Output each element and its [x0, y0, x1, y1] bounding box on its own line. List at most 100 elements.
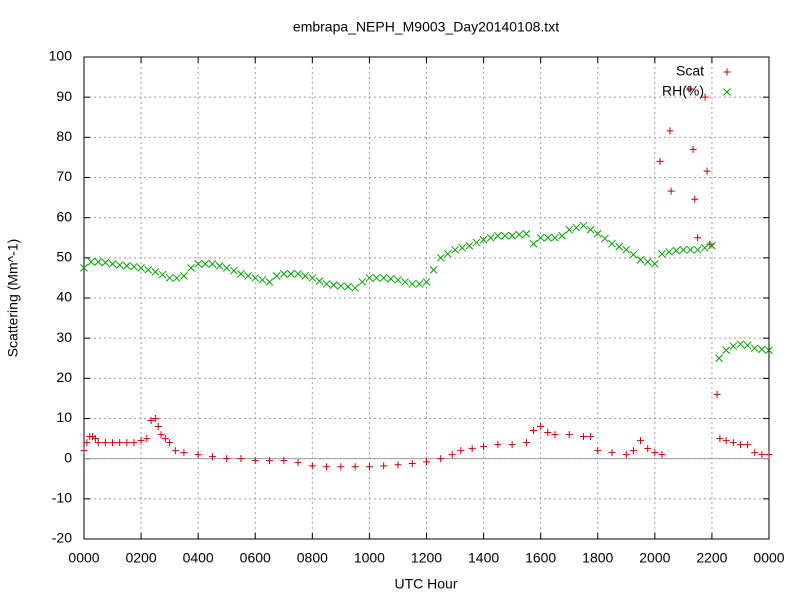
point	[672, 246, 681, 255]
x-tick-label: 0600	[240, 550, 271, 566]
point	[472, 238, 481, 247]
point	[415, 280, 424, 288]
x-tick-label: 2000	[639, 550, 670, 566]
x-tick-label: 1600	[525, 550, 556, 566]
y-axis-label: Scattering (Mm^-1)	[5, 239, 21, 358]
point	[151, 268, 160, 276]
point	[80, 264, 88, 272]
x-tick-label: 1000	[354, 550, 385, 566]
point	[130, 439, 138, 447]
point	[147, 417, 155, 425]
point	[161, 435, 169, 443]
point	[386, 274, 395, 283]
y-tick-label: -10	[52, 490, 72, 506]
point	[423, 458, 430, 466]
chart-title: embrapa_NEPH_M9003_Day20140108.txt	[293, 19, 559, 35]
legend-marker	[723, 88, 731, 96]
point	[194, 451, 202, 459]
point	[115, 261, 124, 269]
point	[515, 230, 524, 239]
point	[251, 274, 260, 282]
point	[308, 274, 317, 282]
legend-label: RH(%)	[662, 83, 704, 99]
point	[180, 449, 188, 457]
point	[543, 233, 552, 242]
point	[158, 270, 167, 279]
point	[208, 453, 216, 461]
point	[130, 262, 138, 271]
point	[394, 276, 402, 284]
point	[408, 459, 416, 467]
point	[143, 435, 151, 443]
point	[651, 449, 659, 457]
point	[608, 449, 616, 457]
point	[244, 272, 252, 280]
point	[637, 437, 645, 445]
point	[223, 455, 231, 463]
point	[715, 354, 723, 363]
point	[137, 264, 145, 272]
point	[151, 415, 159, 422]
point	[108, 260, 117, 268]
point	[694, 234, 702, 242]
point	[422, 278, 431, 286]
point	[686, 85, 694, 93]
point	[486, 233, 495, 242]
x-tick-label: 0200	[126, 550, 157, 566]
point	[451, 245, 459, 254]
point	[586, 225, 595, 234]
point	[94, 257, 103, 266]
point	[180, 272, 188, 280]
point	[237, 270, 245, 278]
point	[301, 272, 310, 280]
point	[736, 441, 744, 449]
legend-marker	[723, 68, 731, 76]
point	[265, 278, 274, 286]
point	[666, 127, 674, 135]
point	[708, 241, 716, 250]
point	[765, 346, 773, 355]
point	[116, 439, 124, 447]
point	[287, 270, 295, 278]
point	[83, 439, 91, 447]
point	[530, 427, 538, 435]
point	[522, 229, 531, 238]
point	[358, 278, 367, 286]
point	[636, 255, 645, 264]
x-tick-label: 0000	[68, 550, 99, 566]
point	[101, 439, 109, 447]
point	[587, 433, 595, 441]
point	[258, 276, 267, 284]
point	[215, 262, 224, 270]
point	[187, 264, 195, 272]
point	[551, 431, 559, 439]
point	[544, 429, 552, 437]
point	[457, 447, 465, 455]
point	[558, 231, 566, 240]
point	[658, 249, 666, 258]
point	[615, 242, 624, 251]
point	[401, 278, 409, 286]
point	[579, 433, 587, 441]
point	[743, 341, 752, 350]
point	[165, 274, 174, 282]
point	[667, 187, 675, 195]
point	[572, 223, 581, 232]
point	[308, 462, 316, 470]
point	[750, 344, 759, 353]
x-tick-label: 2200	[696, 550, 727, 566]
point	[201, 260, 210, 268]
point	[751, 449, 759, 457]
y-tick-label: 10	[56, 409, 72, 425]
point	[80, 447, 88, 455]
point	[351, 463, 359, 471]
point	[594, 447, 602, 455]
point	[722, 346, 731, 355]
point	[171, 447, 179, 455]
point	[372, 274, 381, 282]
point	[337, 463, 345, 471]
y-tick-label: 30	[56, 329, 72, 345]
y-tick-label: 80	[56, 128, 72, 144]
point	[644, 445, 652, 453]
point	[91, 435, 99, 443]
